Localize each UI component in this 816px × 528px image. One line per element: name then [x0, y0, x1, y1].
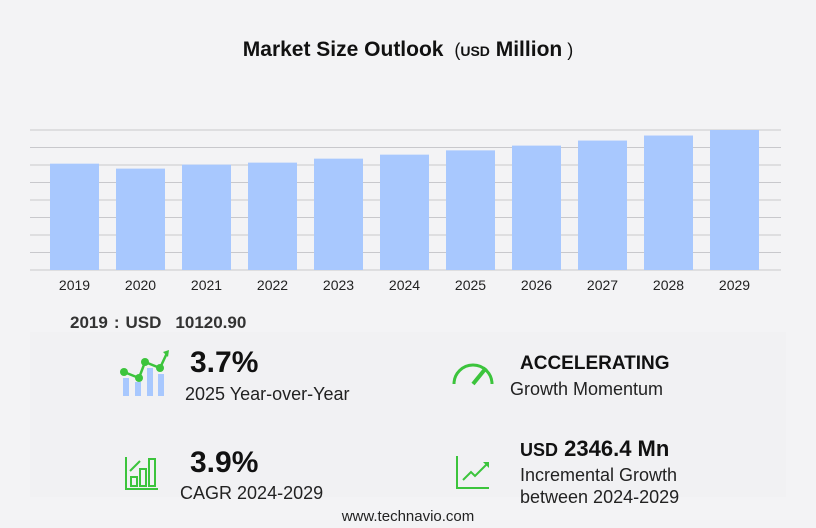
growth-chart-icon	[120, 350, 169, 396]
cagr-period: 2024-2029	[237, 483, 324, 503]
bar-2028	[644, 135, 693, 270]
incremental-label-1: Incremental Growth	[520, 465, 678, 485]
x-tick-label: 2023	[323, 277, 354, 293]
incremental-amount: 2346.4 Mn	[564, 436, 670, 461]
bar-2029	[710, 130, 759, 270]
x-tick-label: 2027	[587, 277, 618, 293]
incremental-currency: USD	[520, 440, 559, 460]
bar-2020	[116, 168, 165, 270]
bar-2024	[380, 154, 429, 270]
bar-2019	[50, 163, 99, 270]
title-text: Market Size Outlook	[242, 38, 444, 61]
momentum-value: ACCELERATING	[520, 353, 670, 374]
x-tick-label: 2022	[257, 277, 288, 293]
bar-2026	[512, 145, 561, 270]
base-sep: :	[113, 313, 120, 332]
base-currency: USD	[125, 313, 162, 332]
title-unit-prefix: USD	[460, 43, 490, 59]
yoy-label: 2025 Year-over-Year	[185, 384, 350, 404]
chart-title: Market Size Outlook (USD Million )	[242, 38, 574, 61]
x-tick-label: 2019	[59, 277, 90, 293]
x-tick-label: 2020	[125, 277, 156, 293]
x-tick-label: 2029	[719, 277, 750, 293]
footer-url[interactable]: www.technavio.com	[341, 508, 475, 525]
x-tick-label: 2024	[389, 277, 420, 293]
base-value: 10120.90	[175, 313, 247, 332]
bar-2027	[578, 140, 627, 270]
momentum-label: Growth Momentum	[510, 379, 664, 399]
bar-chart: 2019 2020 2021 2022 2023 2024 2025 2026 2027 2028…	[30, 129, 781, 293]
bar-2021	[182, 164, 231, 270]
yoy-value: 3.7%	[190, 346, 259, 379]
bar-2023	[314, 158, 363, 270]
x-tick-label: 2021	[191, 277, 222, 293]
bar-growth-icon	[125, 457, 158, 490]
bar-2025	[446, 150, 495, 270]
incremental-label-2: between 2024-2029	[520, 487, 680, 507]
cagr-label: CAGR 2024-2029	[180, 483, 323, 504]
trend-line-icon	[456, 456, 489, 489]
cagr-value: 3.9%	[190, 446, 259, 479]
incremental-value: USD 2346.4 Mn	[520, 436, 669, 462]
speedometer-icon	[452, 363, 494, 386]
base-year-value: 2019: USD 10120.90	[70, 313, 252, 333]
base-year: 2019	[70, 313, 108, 332]
title-unit: Million	[495, 38, 563, 61]
x-tick-label: 2026	[521, 277, 552, 293]
x-tick-label: 2025	[455, 277, 486, 293]
x-tick-label: 2028	[653, 277, 684, 293]
bar-2022	[248, 162, 297, 270]
cagr-prefix: CAGR	[180, 483, 233, 503]
